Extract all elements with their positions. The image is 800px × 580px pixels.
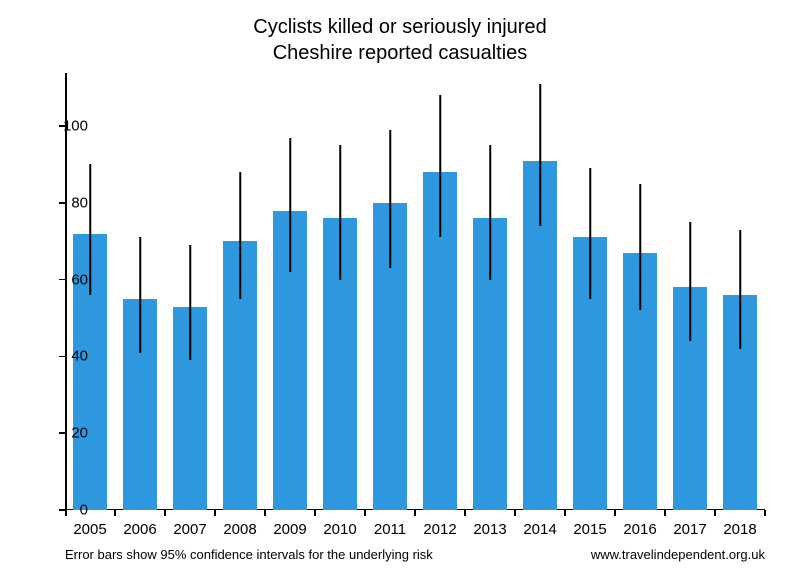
error-bar [289,138,291,272]
y-tick-label: 40 [71,348,88,365]
x-tick-label: 2007 [173,521,206,538]
x-tick-label: 2017 [673,521,706,538]
x-tick-label: 2005 [73,521,106,538]
error-bar [589,168,591,299]
x-tick [764,510,766,516]
x-tick-label: 2012 [423,521,456,538]
error-bar [489,145,491,279]
error-bar [189,245,191,360]
x-tick-label: 2010 [323,521,356,538]
error-bar [389,130,391,268]
y-tick [59,356,65,358]
error-bar [139,237,141,352]
error-bar [439,95,441,237]
x-tick-label: 2013 [473,521,506,538]
y-tick-label: 100 [63,118,88,135]
chart-container: Cyclists killed or seriously injured Che… [0,0,800,580]
x-tick [614,510,616,516]
error-bar [239,172,241,299]
error-bar [339,145,341,279]
chart-title: Cyclists killed or seriously injured Che… [0,14,800,66]
x-tick-label: 2016 [623,521,656,538]
y-axis [65,73,67,510]
x-tick [464,510,466,516]
error-bar [689,222,691,341]
x-tick [364,510,366,516]
x-tick [214,510,216,516]
x-tick [564,510,566,516]
error-bar [639,184,641,311]
x-tick-label: 2018 [723,521,756,538]
x-tick-label: 2014 [523,521,556,538]
x-tick [264,510,266,516]
y-tick-label: 80 [71,194,88,211]
y-tick-label: 0 [80,502,88,519]
error-bar [539,84,541,226]
x-tick [164,510,166,516]
footnote-source-url: www.travelindependent.org.uk [591,547,765,562]
x-tick [65,510,67,516]
y-tick [59,432,65,434]
y-tick-label: 20 [71,425,88,442]
x-tick-label: 2011 [374,521,406,538]
x-tick-label: 2008 [223,521,256,538]
error-bar [739,230,741,349]
title-line-2: Cheshire reported casualties [0,40,800,66]
x-tick [314,510,316,516]
x-tick-label: 2006 [123,521,156,538]
x-tick [664,510,666,516]
x-tick [714,510,716,516]
x-tick-label: 2015 [573,521,606,538]
plot-area: 2005200620072008200920102011201220132014… [65,80,765,510]
y-tick [59,202,65,204]
footnote-error-bars: Error bars show 95% confidence intervals… [65,547,433,562]
error-bar [89,164,91,295]
y-tick [59,279,65,281]
x-tick-label: 2009 [273,521,306,538]
x-tick [114,510,116,516]
y-tick-label: 60 [71,271,88,288]
x-tick [414,510,416,516]
x-tick [514,510,516,516]
title-line-1: Cyclists killed or seriously injured [0,14,800,40]
